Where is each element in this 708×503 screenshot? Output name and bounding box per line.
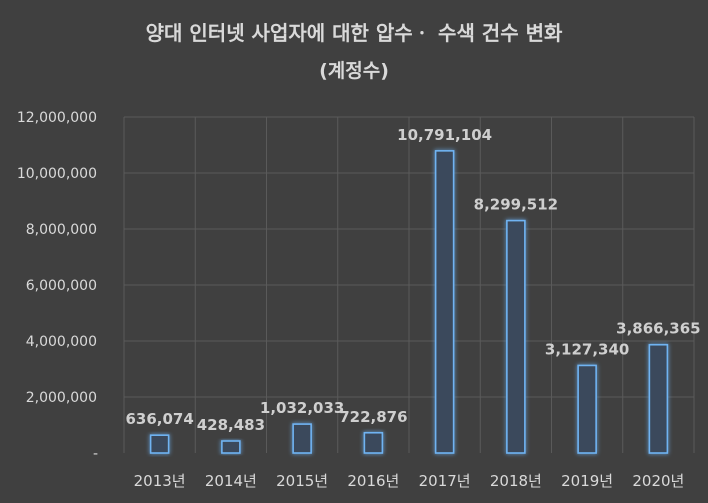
x-tick-label: 2013년 [134,472,186,490]
data-label: 8,299,512 [474,196,558,214]
bar-1 [149,434,170,454]
data-label: 3,127,340 [545,340,629,358]
y-tick-label: - [93,446,98,462]
chart-subtitle: (계정수) [319,60,389,82]
data-label: 10,791,104 [397,126,492,144]
data-label: 3,866,365 [616,320,700,338]
x-axis-ticks: 2013년 2014년 2015년 2016년 2017년 2018년 2019년 2020년 [134,472,685,490]
data-label: 428,483 [197,416,265,434]
x-tick-label: 2017년 [419,472,471,490]
x-tick-label: 2019년 [561,472,613,490]
y-tick-label: 12,000,000 [17,110,97,126]
y-tick-label: 4,000,000 [26,334,97,350]
y-tick-label: 8,000,000 [26,222,97,238]
x-tick-label: 2015년 [276,472,328,490]
bar-6 [506,219,526,454]
x-tick-label: 2014년 [205,472,257,490]
data-label: 636,074 [125,410,193,428]
x-tick-label: 2018년 [490,472,542,490]
bars [149,150,669,454]
chart-title: 양대 인터넷 사업자에 대한 압수ㆍ 수색 건수 변화 [146,21,563,45]
data-label: 722,876 [339,408,407,426]
bar-5 [434,150,455,454]
bar-3 [292,423,312,454]
x-tick-label: 2016년 [347,472,399,490]
data-label: 1,032,033 [260,399,344,417]
y-tick-label: 10,000,000 [17,166,97,182]
y-axis-ticks: - 2,000,000 4,000,000 6,000,000 8,000,000 10,… [17,110,98,462]
x-tick-label: 2020년 [632,472,684,490]
y-tick-label: 6,000,000 [26,278,97,294]
y-tick-label: 2,000,000 [26,390,97,406]
bar-7 [577,364,597,454]
bar-2 [221,440,241,454]
gridlines [123,116,695,453]
bar-8 [648,343,669,454]
bar-4 [363,431,384,454]
